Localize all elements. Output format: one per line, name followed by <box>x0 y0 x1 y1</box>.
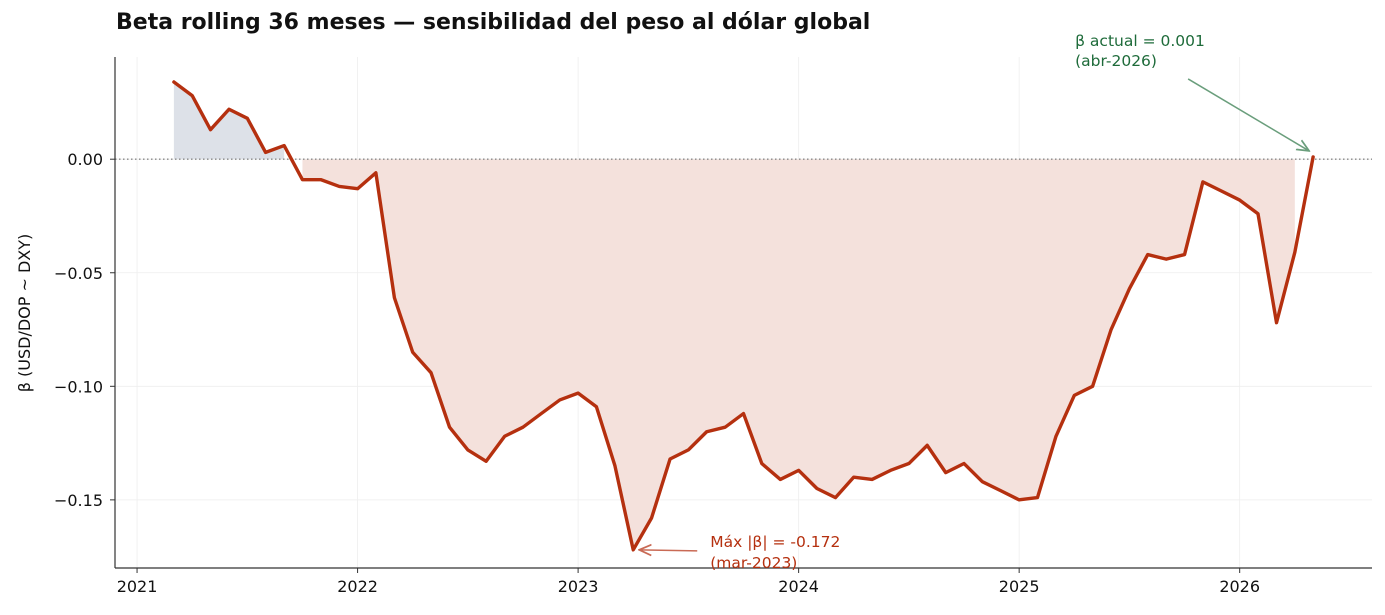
x-tick-label-2024: 2024 <box>778 577 819 596</box>
axes <box>110 57 1372 573</box>
area-fills <box>173 81 1295 550</box>
tick-labels: 2021 2022 2023 2024 2025 2026 0.00 −0.05 −0.10 −0… <box>54 150 1260 596</box>
max-annotation-line2: (mar-2023) <box>710 554 797 572</box>
current-annotation-line2: (abr-2026) <box>1075 52 1157 70</box>
max-annotation-line1: Máx |β| = -0.172 <box>710 533 840 551</box>
annotations: Máx |β| = -0.172 (mar-2023) β actual = 0… <box>639 32 1309 572</box>
current-annotation-line1: β actual = 0.001 <box>1075 32 1205 50</box>
series-line <box>172 80 1315 552</box>
y-tick-label-0: 0.00 <box>67 150 103 169</box>
negative-area-fill <box>302 159 1295 550</box>
x-tick-label-2021: 2021 <box>117 577 158 596</box>
x-tick-label-2022: 2022 <box>337 577 378 596</box>
y-tick-label-2: −0.10 <box>54 377 103 396</box>
chart-title: Beta rolling 36 meses — sensibilidad del… <box>116 10 871 35</box>
x-tick-label-2023: 2023 <box>558 577 599 596</box>
beta-series-line <box>172 80 1315 552</box>
y-tick-label-3: −0.15 <box>54 491 103 510</box>
current-annotation-arrow <box>1187 78 1309 151</box>
x-tick-label-2026: 2026 <box>1219 577 1260 596</box>
x-tick-label-2025: 2025 <box>999 577 1040 596</box>
y-axis-label: β (USD/DOP ~ DXY) <box>15 234 34 393</box>
y-tick-label-1: −0.05 <box>54 264 103 283</box>
max-annotation-arrow <box>639 550 698 551</box>
positive-area-fill <box>173 81 285 160</box>
